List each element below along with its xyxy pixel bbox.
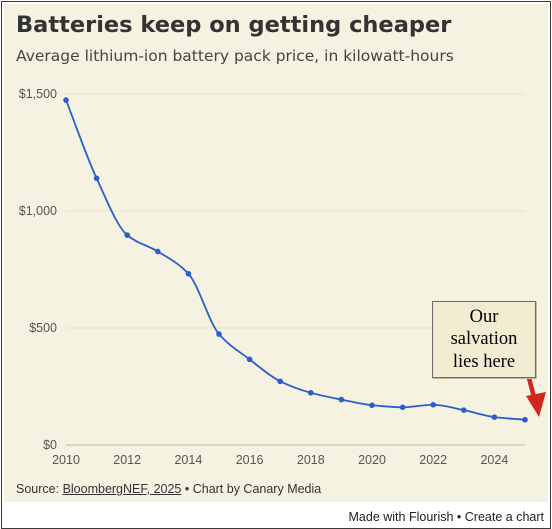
data-point-2012 xyxy=(124,232,130,238)
data-point-2013 xyxy=(155,248,161,255)
x-axis-tick-labels: 2010 2012 2014 2016 2018 2020 2022 2024 xyxy=(52,453,508,467)
data-point-2022 xyxy=(430,401,437,408)
x-tick-label: 2010 xyxy=(52,453,80,467)
create-chart-link[interactable]: Create a chart xyxy=(464,510,544,524)
chart-card: Batteries keep on getting cheaper Averag… xyxy=(4,4,548,502)
callout-annotation: Our salvation lies here xyxy=(432,301,536,378)
source-prefix: Source: xyxy=(16,482,63,496)
x-tick-label: 2024 xyxy=(480,453,508,467)
callout-line-3: lies here xyxy=(452,351,516,372)
data-point-2014 xyxy=(185,270,192,277)
source-suffix: • Chart by Canary Media xyxy=(181,482,322,496)
data-point-2017 xyxy=(277,378,284,385)
y-tick-label: $500 xyxy=(29,321,57,335)
line-chart: $0$500$1,000$1,500 2010 2012 2014 2016 2018 2… xyxy=(19,87,546,467)
data-point-2025 xyxy=(522,416,528,423)
data-point-2024 xyxy=(491,414,498,420)
data-point-2011 xyxy=(93,175,100,182)
data-point-2018 xyxy=(308,390,314,396)
x-tick-label: 2016 xyxy=(236,453,264,467)
x-tick-label: 2020 xyxy=(358,453,386,467)
data-points xyxy=(63,97,528,423)
flourish-footer: Made with Flourish • Create a chart xyxy=(349,510,544,524)
y-tick-label: $0 xyxy=(43,438,57,452)
source-link[interactable]: BloombergNEF, 2025 xyxy=(62,482,182,496)
data-point-2023 xyxy=(461,407,467,413)
x-tick-label: 2022 xyxy=(419,453,447,467)
callout-line-1: Our xyxy=(469,306,499,327)
source-note: Source: BloombergNEF, 2025 • Chart by Ca… xyxy=(16,482,321,496)
footer-separator: • xyxy=(456,510,462,524)
data-point-2021 xyxy=(399,404,406,411)
x-tick-label: 2014 xyxy=(174,453,202,467)
red-arrow-icon xyxy=(526,375,546,417)
data-point-2020 xyxy=(369,402,375,409)
chart-title: Batteries keep on getting cheaper xyxy=(16,12,452,38)
y-tick-label: $1,000 xyxy=(19,204,57,218)
chart-subtitle: Average lithium-ion battery pack price, … xyxy=(16,47,454,65)
data-point-2015 xyxy=(216,331,222,337)
x-tick-label: 2018 xyxy=(297,453,325,467)
data-point-2016 xyxy=(246,356,253,363)
data-point-2010 xyxy=(63,97,69,103)
y-tick-label: $1,500 xyxy=(19,87,57,101)
y-axis-tick-labels: $0 $500 $1,000 $1,500 xyxy=(19,87,57,452)
series-line-battery-price xyxy=(65,99,526,421)
gridlines xyxy=(66,93,525,446)
made-with-flourish-link[interactable]: Made with Flourish xyxy=(348,510,454,524)
x-tick-label: 2012 xyxy=(113,453,141,467)
data-point-2019 xyxy=(338,396,345,403)
callout-line-2: salvation xyxy=(450,329,518,350)
